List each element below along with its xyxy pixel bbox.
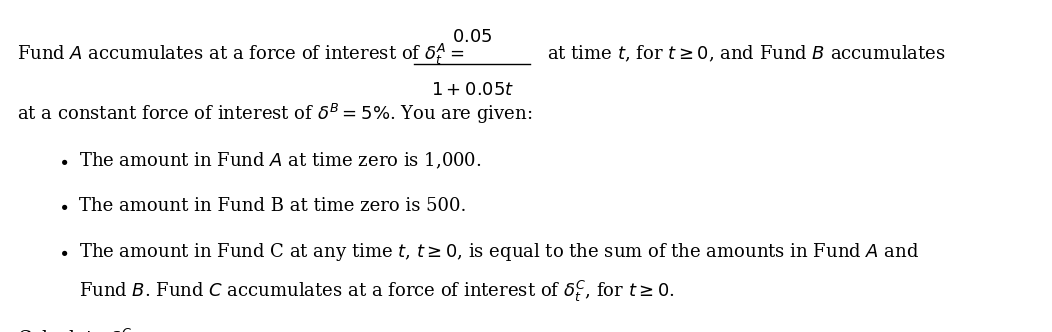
Text: Calculate $\delta_2^C$.: Calculate $\delta_2^C$. — [17, 327, 137, 332]
Text: $\bullet$: $\bullet$ — [58, 243, 68, 261]
Text: $\bullet$: $\bullet$ — [58, 152, 68, 170]
Text: The amount in Fund $A$ at time zero is 1,000.: The amount in Fund $A$ at time zero is 1… — [79, 150, 482, 171]
Text: at a constant force of interest of $\delta^B = 5\%$. You are given:: at a constant force of interest of $\del… — [17, 101, 532, 125]
Text: Fund $B$. Fund $C$ accumulates at a force of interest of $\delta_t^C$, for $t \g: Fund $B$. Fund $C$ accumulates at a forc… — [79, 279, 674, 304]
Text: $0.05$: $0.05$ — [452, 28, 492, 45]
Text: Fund $A$ accumulates at a force of interest of $\delta_t^A =$: Fund $A$ accumulates at a force of inter… — [17, 42, 464, 67]
Text: $\bullet$: $\bullet$ — [58, 197, 68, 215]
Text: $1 + 0.05t$: $1 + 0.05t$ — [430, 81, 514, 99]
Text: The amount in Fund B at time zero is 500.: The amount in Fund B at time zero is 500… — [79, 197, 466, 215]
Text: The amount in Fund C at any time $t$, $t \geq 0$, is equal to the sum of the amo: The amount in Fund C at any time $t$, $t… — [79, 241, 919, 263]
Text: at time $t$, for $t \geq 0$, and Fund $B$ accumulates: at time $t$, for $t \geq 0$, and Fund $B… — [547, 44, 946, 64]
